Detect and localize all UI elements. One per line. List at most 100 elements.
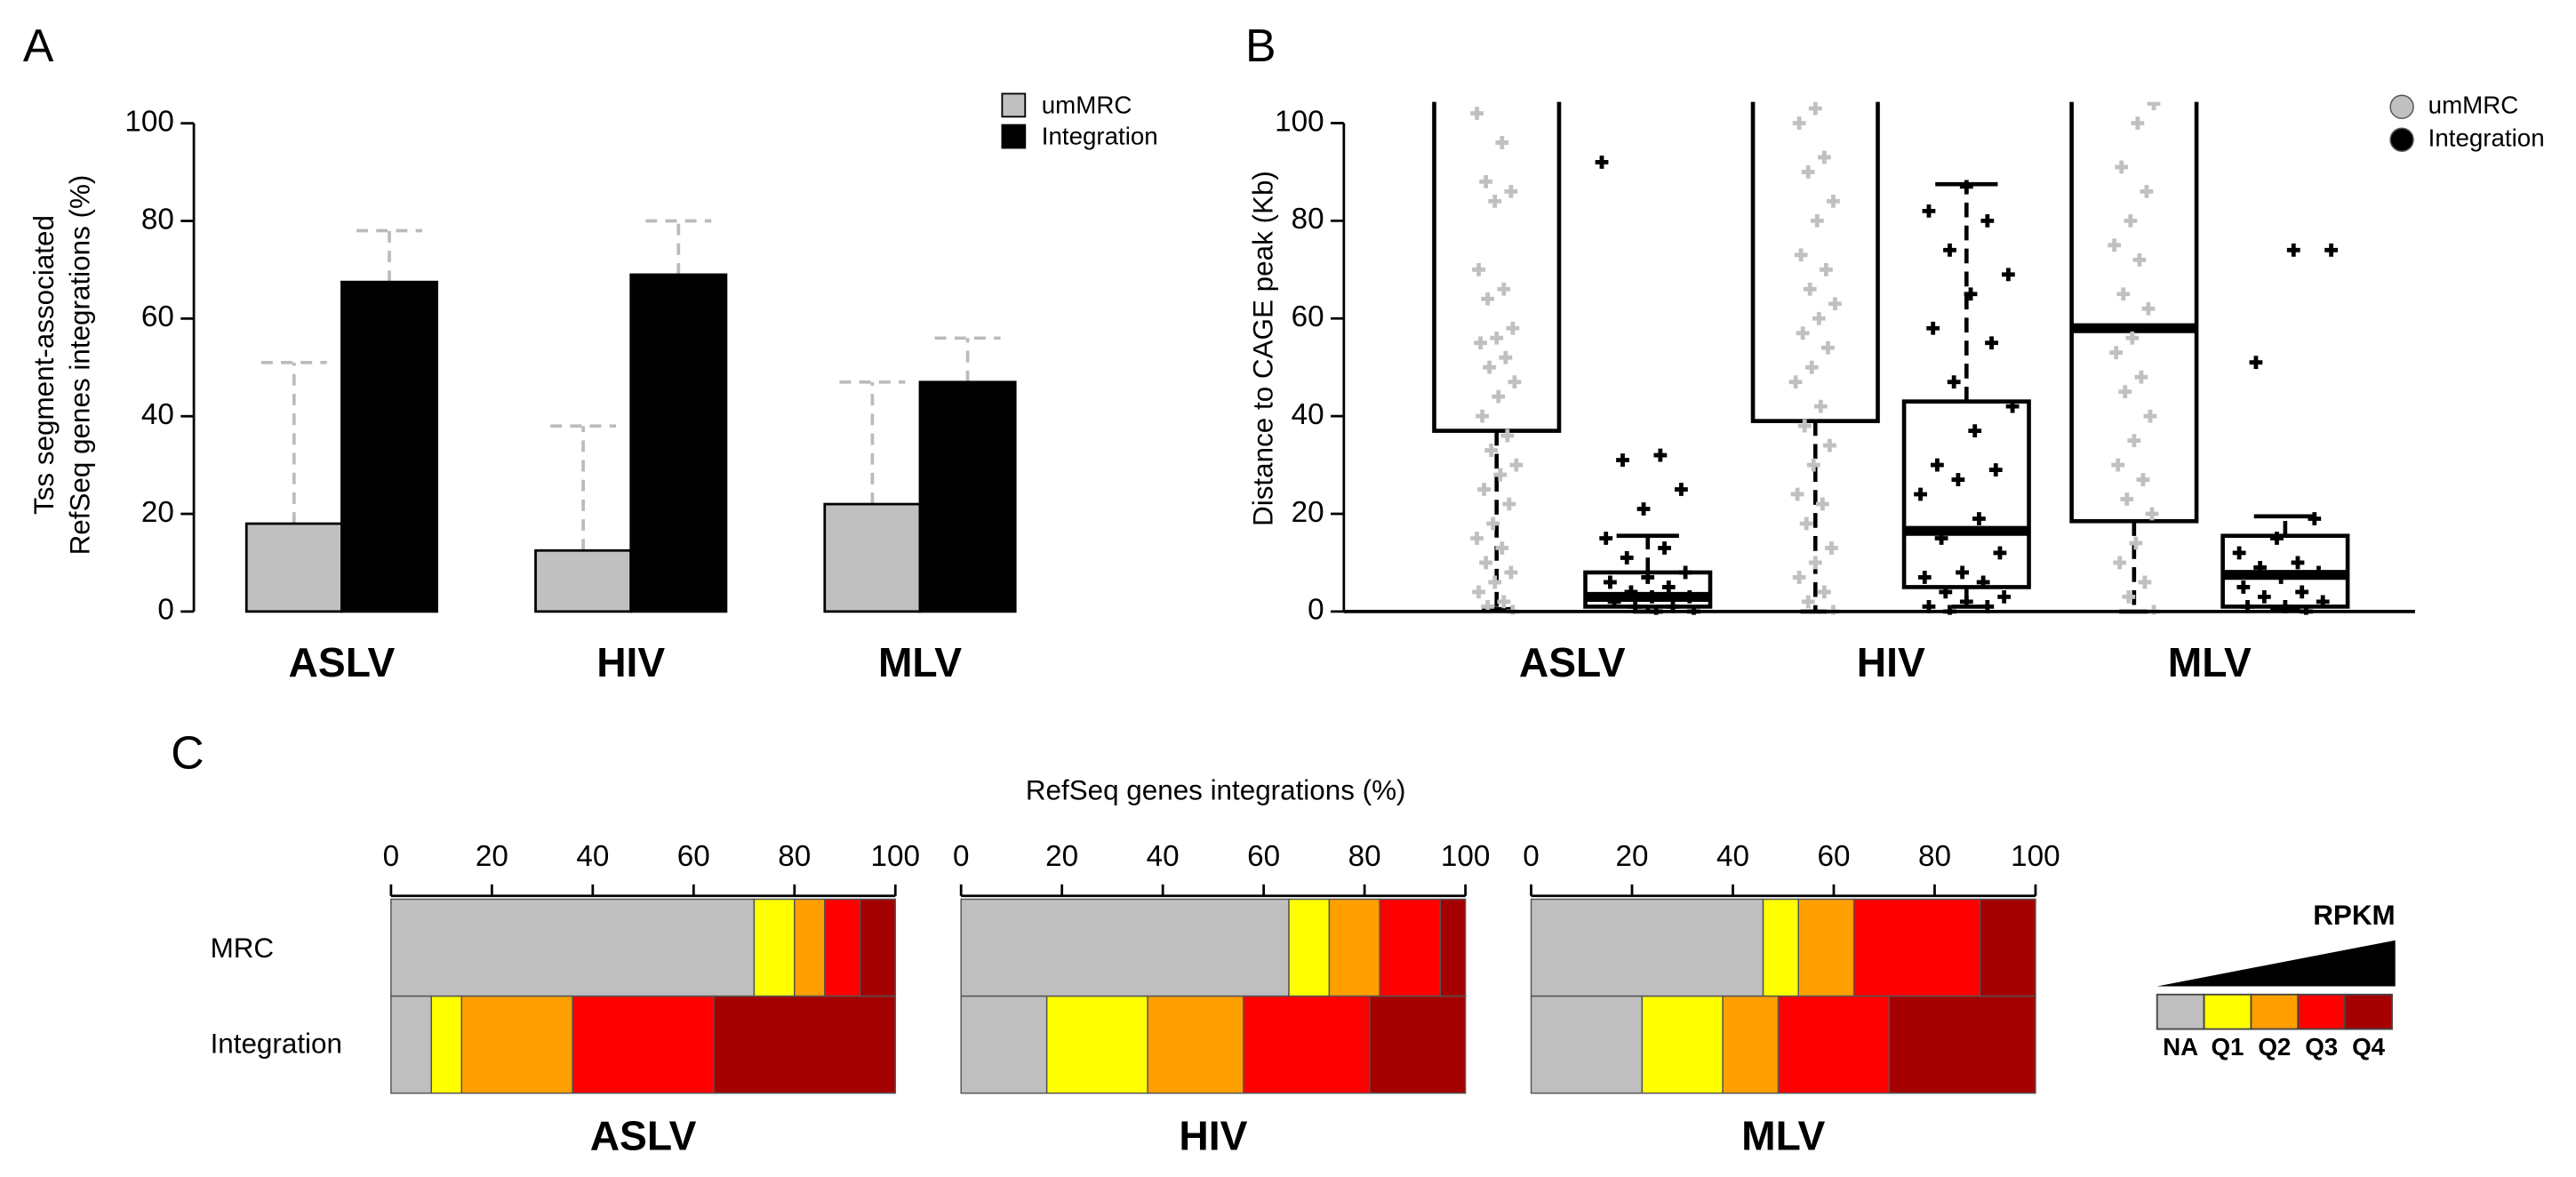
bar-segment bbox=[572, 995, 715, 1094]
bar-segment bbox=[1979, 898, 2036, 997]
point bbox=[1914, 487, 1927, 501]
bar-segment bbox=[1797, 898, 1855, 997]
bar bbox=[918, 380, 1017, 613]
point bbox=[1502, 497, 1516, 511]
bar-segment bbox=[1722, 995, 1780, 1094]
point bbox=[1997, 590, 2012, 604]
point bbox=[1479, 556, 1493, 570]
point bbox=[1620, 551, 1634, 564]
bar-segment bbox=[460, 995, 573, 1094]
legend-swatch bbox=[2344, 993, 2393, 1030]
x-tick-label: 80 bbox=[1348, 840, 1381, 873]
point bbox=[1788, 375, 1803, 389]
legend-label: umMRC bbox=[2428, 92, 2519, 119]
legend-label: Q1 bbox=[2212, 1033, 2244, 1061]
point bbox=[2129, 536, 2143, 550]
bar-segment bbox=[1147, 995, 1244, 1094]
x-tick-label: 60 bbox=[677, 840, 710, 873]
legend-label: Integration bbox=[2428, 124, 2545, 152]
point bbox=[1624, 585, 1638, 599]
box bbox=[2069, 101, 2199, 524]
point bbox=[1506, 321, 1520, 335]
point bbox=[1813, 399, 1828, 413]
bar-segment bbox=[1641, 995, 1724, 1094]
point bbox=[1930, 458, 1944, 472]
point bbox=[1812, 311, 1826, 325]
point bbox=[1790, 487, 1804, 501]
point bbox=[1922, 204, 1936, 218]
x-tick-label: 20 bbox=[1616, 840, 1649, 873]
point bbox=[1806, 458, 1820, 472]
point bbox=[2140, 184, 2154, 198]
point bbox=[1484, 444, 1499, 457]
point bbox=[1810, 213, 1824, 228]
y-tick-label: MRC bbox=[211, 933, 275, 964]
point bbox=[1828, 297, 1842, 311]
point bbox=[1641, 571, 1655, 584]
point bbox=[2108, 238, 2122, 252]
point bbox=[1964, 287, 1978, 301]
legend-swatch bbox=[2297, 993, 2347, 1030]
panel-label: B bbox=[1245, 20, 1276, 71]
point bbox=[2316, 595, 2330, 609]
point bbox=[1792, 116, 1806, 130]
group-label: MLV bbox=[1741, 1113, 1825, 1159]
point bbox=[1488, 575, 1502, 589]
point bbox=[2127, 434, 2141, 447]
bar-segment bbox=[1243, 995, 1371, 1094]
y-tick-label: 0 bbox=[157, 594, 174, 627]
point bbox=[2270, 532, 2284, 545]
point bbox=[1804, 360, 1819, 374]
bar-segment bbox=[1045, 995, 1148, 1094]
bar-segment bbox=[1852, 898, 1981, 997]
point bbox=[2324, 243, 2339, 257]
x-tick-label: HIV bbox=[1857, 639, 1925, 685]
y-tick-label: 60 bbox=[141, 300, 174, 333]
point bbox=[1815, 497, 1829, 511]
bar-segment bbox=[859, 898, 897, 997]
point bbox=[2005, 399, 2020, 413]
point bbox=[2147, 101, 2161, 110]
x-tick-label: 80 bbox=[1918, 840, 1951, 873]
x-tick-label: 0 bbox=[953, 840, 970, 873]
bar-segment bbox=[1888, 995, 2036, 1094]
legend-label: Q2 bbox=[2258, 1033, 2291, 1061]
bar-segment bbox=[960, 995, 1048, 1094]
point bbox=[1595, 156, 1609, 169]
y-tick-label: 20 bbox=[141, 496, 174, 529]
point bbox=[1470, 532, 1484, 545]
x-tick-label: 80 bbox=[778, 840, 811, 873]
bar-segment bbox=[1777, 995, 1891, 1094]
x-tick-label: 40 bbox=[1716, 840, 1749, 873]
point bbox=[2109, 346, 2124, 360]
x-tick-label: 100 bbox=[871, 840, 921, 873]
x-tick-label: 60 bbox=[1247, 840, 1280, 873]
point bbox=[1968, 424, 1982, 438]
box bbox=[1432, 101, 1562, 433]
point bbox=[1972, 512, 1986, 525]
point bbox=[2253, 561, 2268, 574]
point bbox=[2124, 213, 2138, 228]
point bbox=[2143, 409, 2157, 423]
x-tick-label: 40 bbox=[1147, 840, 1180, 873]
point bbox=[1917, 571, 1932, 584]
point bbox=[1934, 532, 1948, 545]
point bbox=[2141, 301, 2156, 316]
x-tick-label: 20 bbox=[1045, 840, 1078, 873]
point bbox=[1825, 541, 1838, 555]
y-tick-label: 80 bbox=[1292, 203, 1324, 236]
y-tick-label: 80 bbox=[141, 203, 174, 236]
legend-swatch bbox=[1001, 124, 1027, 149]
point bbox=[1495, 136, 1509, 149]
point bbox=[1985, 336, 1998, 350]
point bbox=[1658, 541, 1671, 555]
point bbox=[2274, 571, 2288, 584]
point bbox=[1959, 595, 1973, 609]
point bbox=[1481, 292, 1495, 306]
point bbox=[1797, 419, 1812, 433]
point bbox=[1607, 595, 1621, 609]
point bbox=[2312, 565, 2325, 580]
x-tick-label: ASLV bbox=[1519, 639, 1626, 685]
legend-title: RPKM bbox=[2313, 900, 2395, 931]
